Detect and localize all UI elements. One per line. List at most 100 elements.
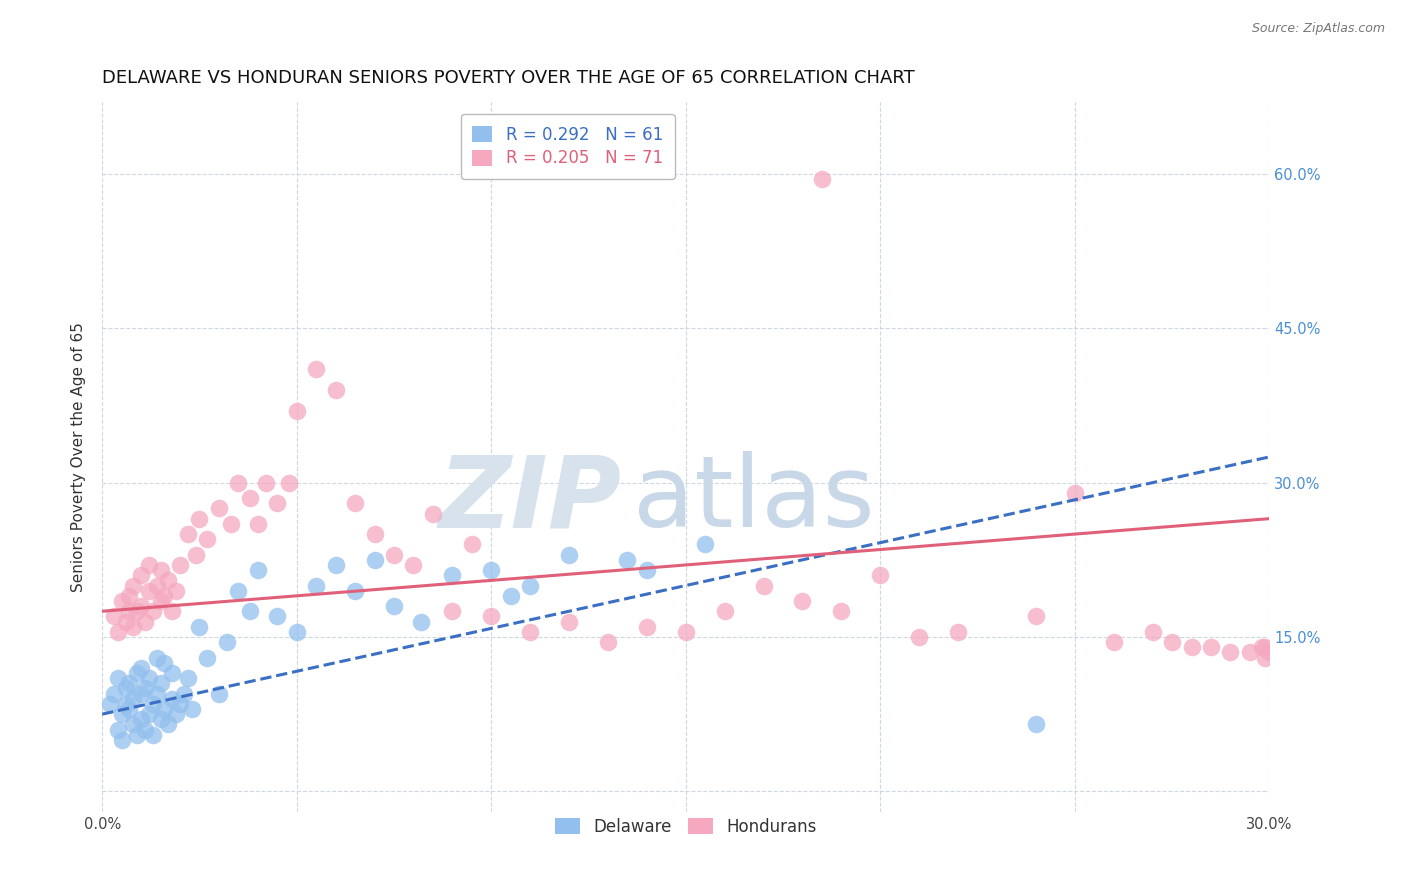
Point xyxy=(285,403,308,417)
Text: DELAWARE VS HONDURAN SENIORS POVERTY OVER THE AGE OF 65 CORRELATION CHART: DELAWARE VS HONDURAN SENIORS POVERTY OVE… xyxy=(103,69,915,87)
Point xyxy=(98,697,121,711)
Point xyxy=(165,707,187,722)
Point xyxy=(149,594,172,608)
Point xyxy=(695,537,717,551)
Point xyxy=(177,671,200,685)
Point xyxy=(122,691,145,706)
Point xyxy=(363,527,385,541)
Point xyxy=(208,687,231,701)
Point xyxy=(1219,645,1241,659)
Point xyxy=(1250,640,1272,655)
Point xyxy=(278,475,301,490)
Point xyxy=(127,604,149,618)
Point xyxy=(1025,717,1047,731)
Point xyxy=(103,687,125,701)
Point xyxy=(519,578,541,592)
Point xyxy=(149,563,172,577)
Point xyxy=(127,728,149,742)
Point xyxy=(180,702,202,716)
Point xyxy=(246,516,269,531)
Point xyxy=(111,707,134,722)
Point xyxy=(519,624,541,639)
Point xyxy=(325,383,347,397)
Point xyxy=(118,604,141,618)
Point xyxy=(184,548,207,562)
Point xyxy=(636,620,658,634)
Point xyxy=(344,583,367,598)
Point xyxy=(107,671,129,685)
Point xyxy=(122,578,145,592)
Point xyxy=(402,558,425,572)
Point xyxy=(157,717,180,731)
Point xyxy=(325,558,347,572)
Point xyxy=(499,589,522,603)
Point xyxy=(138,707,160,722)
Point xyxy=(111,732,134,747)
Point xyxy=(129,599,152,613)
Point xyxy=(239,604,262,618)
Point xyxy=(162,691,184,706)
Point xyxy=(138,671,160,685)
Point xyxy=(411,615,433,629)
Point xyxy=(305,362,328,376)
Point xyxy=(188,511,211,525)
Point xyxy=(195,650,218,665)
Point xyxy=(114,697,136,711)
Point xyxy=(266,609,288,624)
Point xyxy=(157,574,180,588)
Point xyxy=(142,697,165,711)
Point xyxy=(118,702,141,716)
Point xyxy=(219,516,242,531)
Point xyxy=(1254,650,1277,665)
Point xyxy=(122,620,145,634)
Point xyxy=(1199,640,1222,655)
Point xyxy=(344,496,367,510)
Point xyxy=(177,527,200,541)
Point xyxy=(752,578,775,592)
Point xyxy=(908,630,931,644)
Point xyxy=(1254,640,1277,655)
Point xyxy=(830,604,852,618)
Point xyxy=(149,676,172,690)
Point xyxy=(1025,609,1047,624)
Point xyxy=(129,661,152,675)
Point xyxy=(305,578,328,592)
Point xyxy=(558,548,581,562)
Point xyxy=(1142,624,1164,639)
Point xyxy=(869,568,891,582)
Point xyxy=(107,723,129,737)
Point xyxy=(1239,645,1261,659)
Point xyxy=(461,537,484,551)
Text: atlas: atlas xyxy=(633,451,875,548)
Point xyxy=(153,656,176,670)
Point xyxy=(188,620,211,634)
Point xyxy=(228,475,250,490)
Point xyxy=(127,665,149,680)
Point xyxy=(195,533,218,547)
Point xyxy=(107,624,129,639)
Point xyxy=(134,681,156,696)
Point xyxy=(114,615,136,629)
Point xyxy=(118,589,141,603)
Point xyxy=(636,563,658,577)
Point xyxy=(558,615,581,629)
Point xyxy=(1258,645,1281,659)
Point xyxy=(142,728,165,742)
Text: Source: ZipAtlas.com: Source: ZipAtlas.com xyxy=(1251,22,1385,36)
Point xyxy=(363,553,385,567)
Point xyxy=(208,501,231,516)
Point xyxy=(134,615,156,629)
Point xyxy=(138,583,160,598)
Point xyxy=(145,687,167,701)
Point xyxy=(215,635,238,649)
Point xyxy=(145,650,167,665)
Point xyxy=(129,712,152,726)
Point xyxy=(138,558,160,572)
Point xyxy=(479,609,502,624)
Point xyxy=(1102,635,1125,649)
Point xyxy=(266,496,288,510)
Point xyxy=(239,491,262,505)
Point xyxy=(596,635,619,649)
Point xyxy=(616,553,638,567)
Point xyxy=(129,568,152,582)
